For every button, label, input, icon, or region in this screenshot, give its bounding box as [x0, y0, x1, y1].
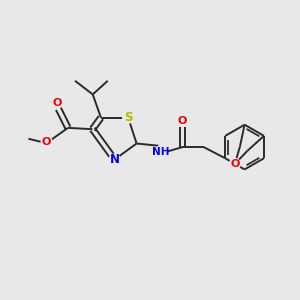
Circle shape [155, 146, 166, 157]
Text: O: O [230, 159, 240, 169]
Text: S: S [124, 111, 132, 124]
Circle shape [177, 115, 188, 126]
Circle shape [123, 112, 134, 123]
Text: O: O [52, 98, 62, 108]
Circle shape [52, 97, 62, 108]
Text: O: O [42, 137, 51, 147]
Text: O: O [178, 116, 187, 126]
Circle shape [230, 158, 240, 169]
Text: N: N [110, 153, 119, 166]
Text: NH: NH [152, 147, 169, 157]
Circle shape [41, 136, 52, 148]
Circle shape [109, 154, 120, 165]
